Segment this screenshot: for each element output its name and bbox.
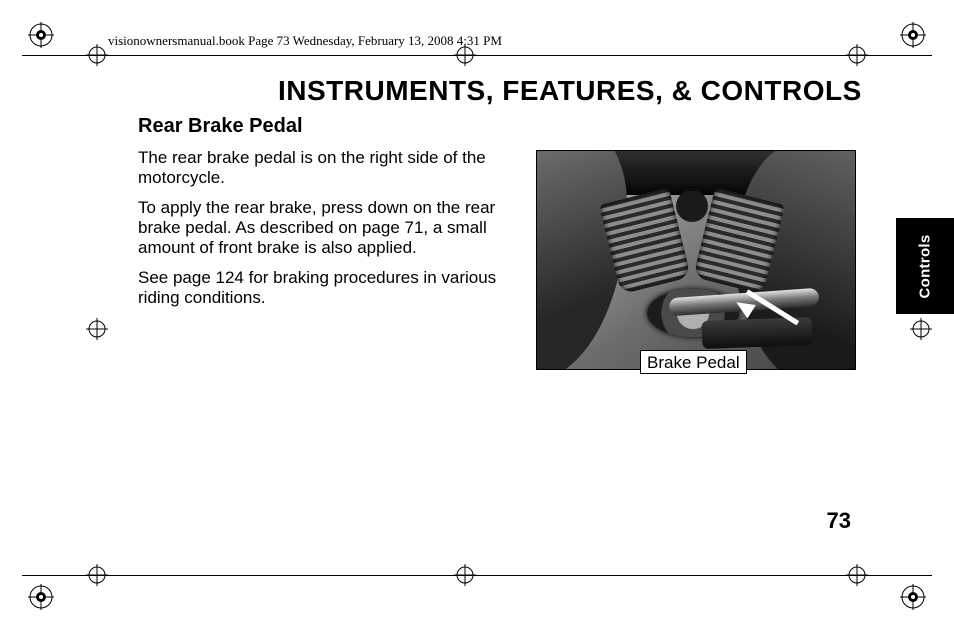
manual-page: visionownersmanual.book Page 73 Wednesda… (0, 0, 954, 636)
registration-mark (900, 584, 926, 610)
crop-cross (84, 316, 110, 342)
photo-shape (607, 191, 777, 301)
registration-mark (28, 584, 54, 610)
registration-mark (900, 22, 926, 48)
photo-shape (675, 191, 709, 241)
paragraph-1: The rear brake pedal is on the right sid… (138, 148, 523, 188)
body-text: The rear brake pedal is on the right sid… (138, 148, 523, 318)
paragraph-2: To apply the rear brake, press down on t… (138, 198, 523, 258)
section-subtitle: Rear Brake Pedal (138, 115, 303, 138)
photo-brake-pedal (536, 150, 856, 370)
crop-cross (452, 562, 478, 588)
header-line: visionownersmanual.book Page 73 Wednesda… (108, 33, 502, 49)
section-tab-label: Controls (917, 234, 934, 298)
crop-cross (908, 316, 934, 342)
page-title: INSTRUMENTS, FEATURES, & CONTROLS (278, 75, 862, 107)
crop-cross (84, 42, 110, 68)
crop-cross (84, 562, 110, 588)
photo-label-brake-pedal: Brake Pedal (640, 350, 747, 374)
crop-cross (844, 42, 870, 68)
page-number: 73 (827, 508, 851, 534)
crop-cross (844, 562, 870, 588)
paragraph-3: See page 124 for braking procedures in v… (138, 268, 523, 308)
registration-mark (28, 22, 54, 48)
section-tab-controls: Controls (896, 218, 954, 314)
